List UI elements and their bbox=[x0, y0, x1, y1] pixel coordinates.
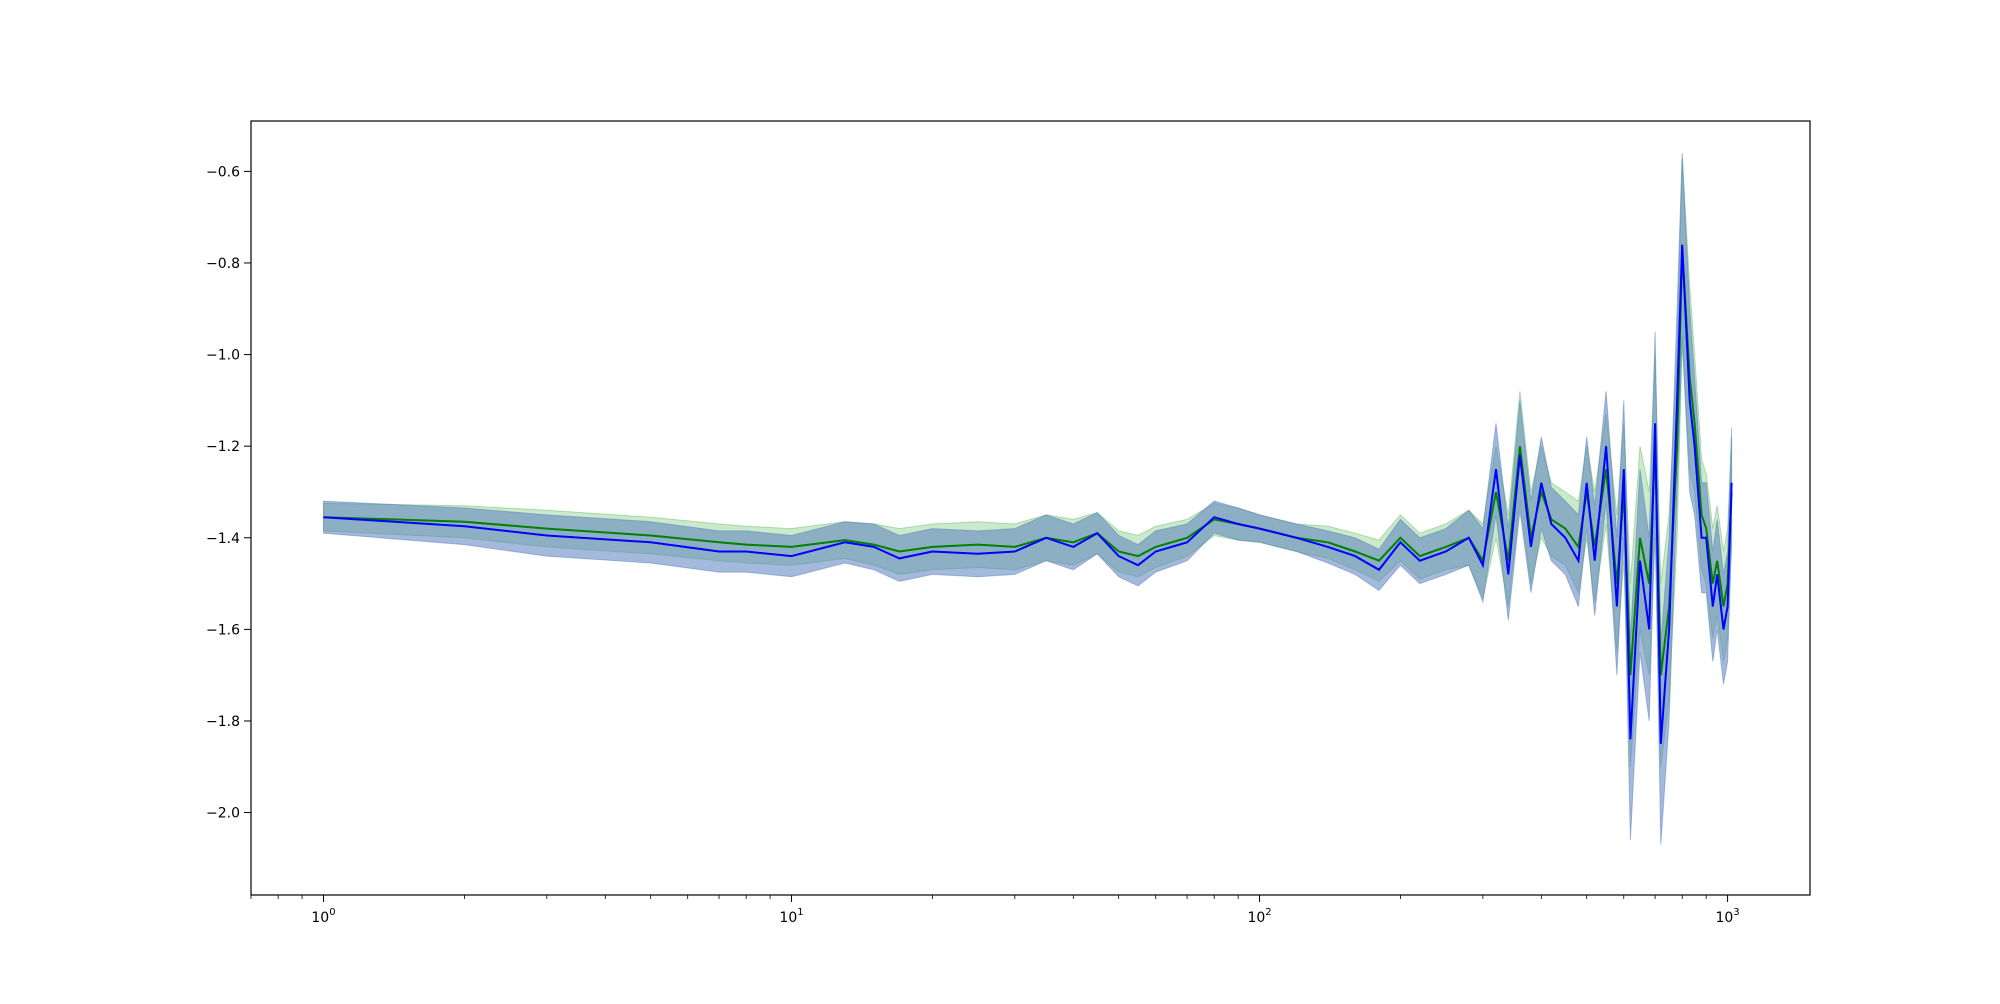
y-tick-label: −1.8 bbox=[206, 714, 240, 730]
series-2-line bbox=[323, 244, 1733, 744]
series-1-line bbox=[323, 249, 1733, 676]
y-tick-label: −2.0 bbox=[206, 806, 240, 822]
y-tick-label: −1.2 bbox=[206, 439, 240, 455]
x-tick-label: 103 bbox=[1715, 907, 1739, 926]
x-axis: 100 101 102 103 bbox=[250, 895, 1740, 926]
x-tick-label: 101 bbox=[779, 907, 803, 926]
y-tick-label: −1.0 bbox=[206, 348, 240, 364]
y-axis: −0.6 −0.8 −1.0 −1.2 −1.4 −1.6 −1.8 −2.0 bbox=[206, 164, 251, 822]
y-tick-label: −1.6 bbox=[206, 622, 240, 638]
series-2-band bbox=[323, 153, 1733, 845]
y-tick-label: −0.8 bbox=[206, 256, 240, 272]
x-tick-label: 102 bbox=[1247, 907, 1271, 926]
y-tick-label: −1.4 bbox=[206, 531, 240, 547]
axes-frame bbox=[250, 120, 1811, 896]
plot-area bbox=[323, 153, 1733, 845]
x-tick-label: 100 bbox=[311, 907, 335, 926]
y-tick-label: −0.6 bbox=[206, 164, 240, 180]
